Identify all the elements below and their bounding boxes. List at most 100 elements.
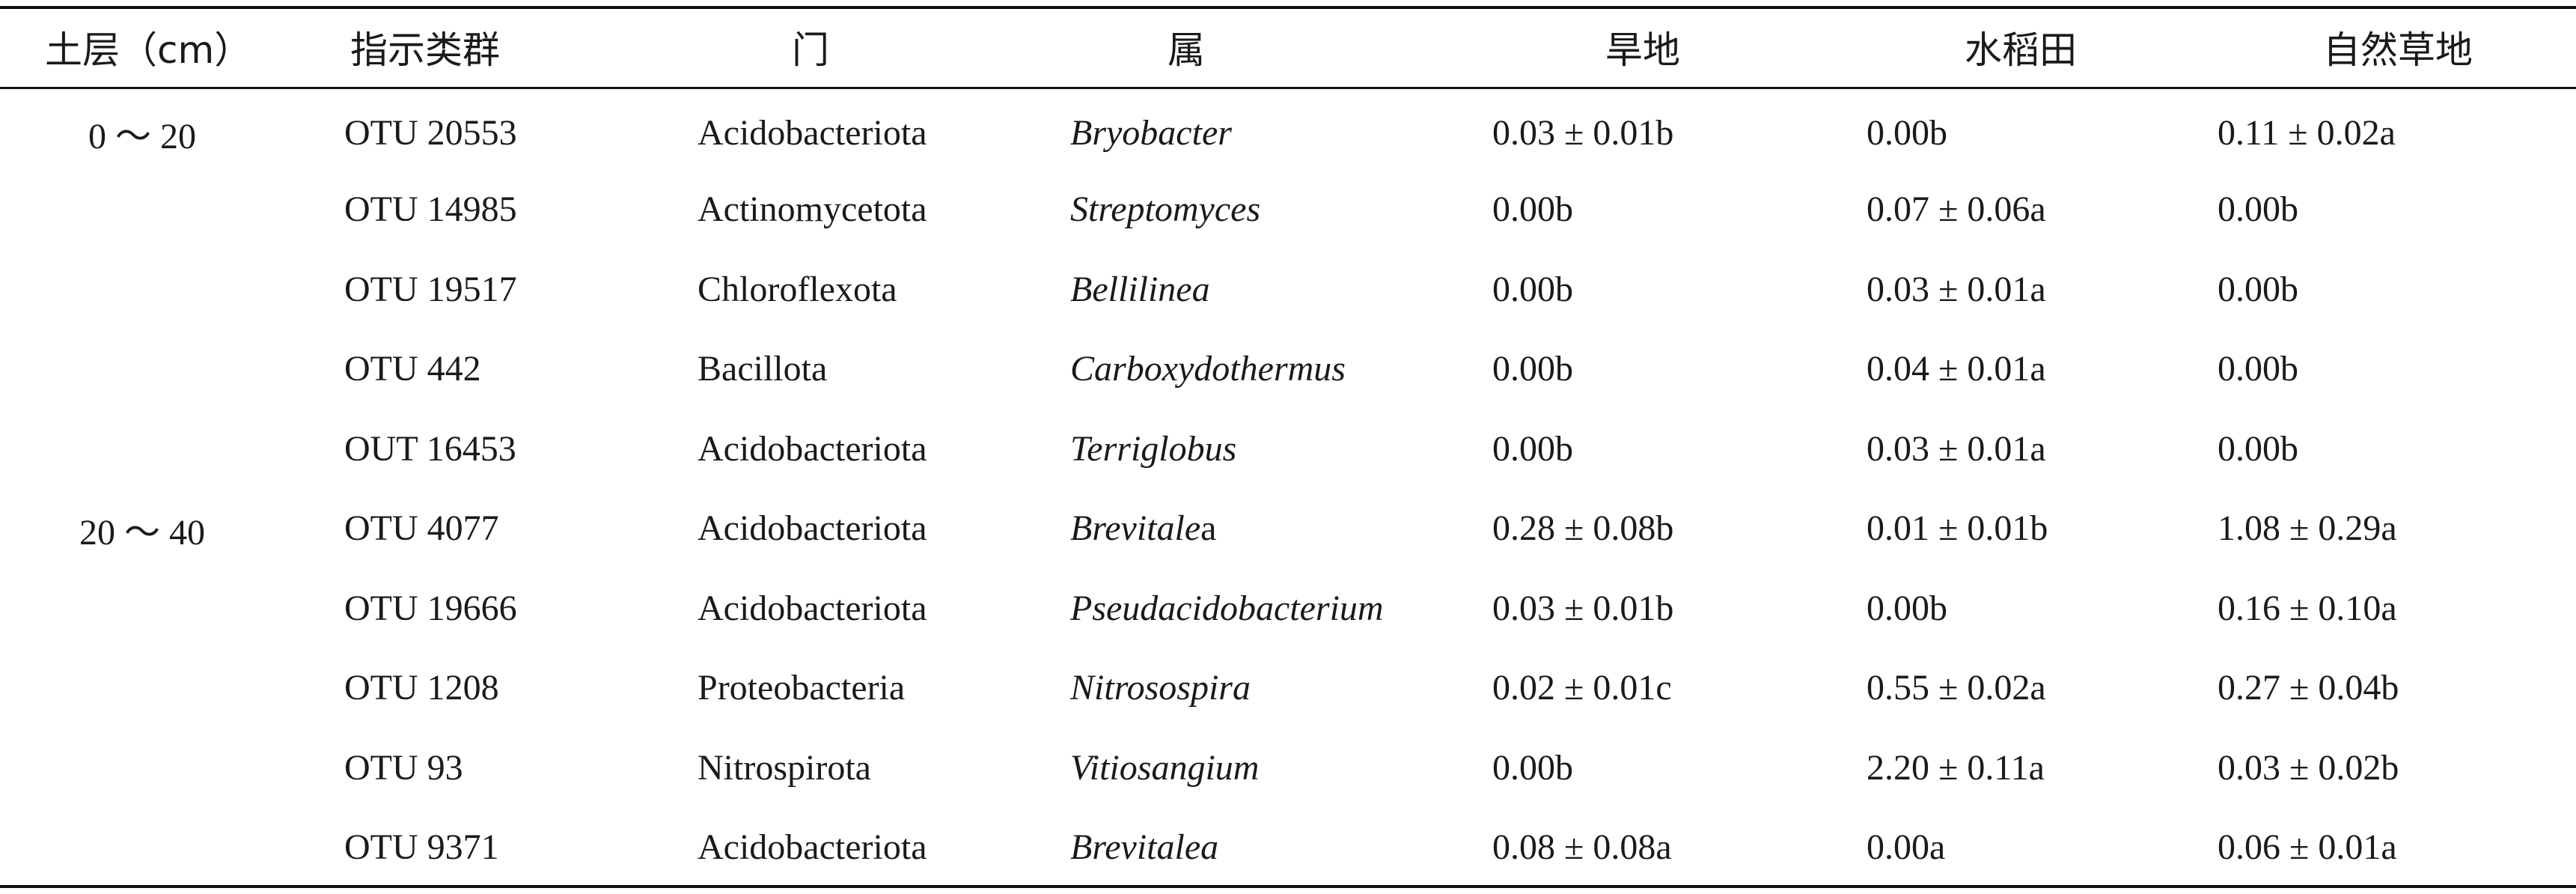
cell-grassland: 0.03 ± 0.02b xyxy=(2218,747,2399,788)
cell-grassland: 0.27 ± 0.04b xyxy=(2218,668,2399,708)
cell-phylum: Acidobacteriota xyxy=(698,588,927,628)
cell-soil-layer xyxy=(0,728,284,808)
cell-soil-layer: 0 ～ 20 xyxy=(88,117,196,157)
cell-genus: Bryobacter xyxy=(1018,90,1444,170)
header-paddy: 水稻田 xyxy=(1965,28,2077,72)
cell-grassland: 0.00b xyxy=(2218,428,2298,469)
header-phylum: 门 xyxy=(792,28,829,72)
cell-dryland: 0.00b xyxy=(1492,269,1573,309)
cell-phylum: Acidobacteriota xyxy=(698,428,927,469)
genus-name: Vitiosangium xyxy=(1070,747,1260,788)
genus-name: Bryobacter xyxy=(1070,112,1232,153)
genus-suffix: a xyxy=(1200,508,1217,549)
cell-phylum: Acidobacteriota xyxy=(698,112,927,153)
table-row: OTU 19666 Acidobacteriota Pseudacidobacter… xyxy=(0,568,2576,648)
genus-name: Brevitalea xyxy=(1070,827,1219,868)
table-top-rule xyxy=(0,6,2576,9)
cell-phylum: Chloroflexota xyxy=(698,269,897,309)
cell-otu: OUT 16453 xyxy=(344,428,516,469)
header-soil-layer: 土层（cm） xyxy=(45,28,252,72)
genus-name: Streptomyces xyxy=(1070,189,1261,230)
cell-grassland: 1.08 ± 0.29a xyxy=(2218,508,2397,549)
cell-soil-layer xyxy=(0,568,284,648)
table-row: OTU 14985 Actinomycetota Streptomyces 0.00b… xyxy=(0,170,2576,250)
cell-dryland: 0.28 ± 0.08b xyxy=(1492,508,1674,549)
cell-phylum: Acidobacteriota xyxy=(698,508,927,549)
cell-phylum: Proteobacteria xyxy=(698,668,906,708)
table-row: OTU 19517 Chloroflexota Bellilinea 0.00b 0.0… xyxy=(0,249,2576,329)
cell-genus: Nitrosospira xyxy=(1018,648,1444,729)
cell-paddy: 0.00a xyxy=(1867,827,1946,868)
table-row: OTU 9371 Acidobacteriota Brevitalea 0.08 ± … xyxy=(0,808,2576,888)
cell-phylum: Bacillota xyxy=(698,349,828,389)
cell-otu: OTU 1208 xyxy=(344,668,499,708)
cell-paddy: 0.07 ± 0.06a xyxy=(1867,189,2046,230)
cell-genus: Bellilinea xyxy=(1018,249,1444,329)
cell-otu: OTU 4077 xyxy=(344,508,499,549)
table-body: 0 ～ 20 OTU 20553 Acidobacteriota Bryobacter… xyxy=(0,90,2576,887)
header-indicator-group: 指示类群 xyxy=(350,28,500,72)
cell-soil-layer xyxy=(0,808,284,888)
table-row: OUT 16453 Acidobacteriota Terriglobus 0.00b… xyxy=(0,409,2576,489)
table-header-row: 土层（cm） 指示类群 门 属 旱地 水稻田 自然草地 xyxy=(0,4,2576,90)
cell-dryland: 0.08 ± 0.08a xyxy=(1492,827,1672,868)
cell-dryland: 0.00b xyxy=(1492,428,1573,469)
cell-genus: Streptomyces xyxy=(1018,170,1444,250)
cell-paddy: 0.04 ± 0.01a xyxy=(1867,349,2046,389)
genus-name: Pseudacidobacterium xyxy=(1070,588,1384,628)
table-row: OTU 93 Nitrospirota Vitiosangium 0.00b 2.20 … xyxy=(0,728,2576,808)
cell-otu: OTU 93 xyxy=(344,747,463,788)
genus-name: Terriglobus xyxy=(1070,428,1237,469)
genus-name: Brevitale xyxy=(1070,508,1201,549)
cell-phylum: Acidobacteriota xyxy=(698,827,927,868)
cell-genus: Brevitalea xyxy=(1018,808,1444,888)
cell-otu: OTU 9371 xyxy=(344,827,499,868)
cell-dryland: 0.03 ± 0.01b xyxy=(1492,588,1674,628)
cell-grassland: 0.00b xyxy=(2218,189,2298,230)
genus-name: Carboxydothermus xyxy=(1070,349,1346,389)
cell-genus: Pseudacidobacterium xyxy=(1018,568,1444,648)
indicator-taxa-table: 土层（cm） 指示类群 门 属 旱地 水稻田 自然草地 0 ～ 20 OTU 20… xyxy=(0,4,2576,887)
header-natural-grassland: 自然草地 xyxy=(2323,28,2473,72)
cell-paddy: 0.00b xyxy=(1867,588,1947,628)
genus-name: Nitrosospira xyxy=(1070,668,1251,708)
cell-paddy: 0.00b xyxy=(1867,112,1947,153)
cell-otu: OTU 14985 xyxy=(344,189,517,230)
table-row: 20 ～ 40 OTU 4077 Acidobacteriota Brevitalea… xyxy=(0,489,2576,569)
table-header-rule xyxy=(0,87,2576,89)
header-genus: 属 xyxy=(1168,28,1205,72)
cell-grassland: 0.00b xyxy=(2218,269,2298,309)
cell-phylum: Nitrospirota xyxy=(698,747,871,788)
cell-phylum: Actinomycetota xyxy=(698,189,927,230)
cell-paddy: 0.01 ± 0.01b xyxy=(1867,508,2048,549)
cell-genus: Brevitalea xyxy=(1018,489,1444,569)
cell-dryland: 0.02 ± 0.01c xyxy=(1492,668,1672,708)
cell-paddy: 0.03 ± 0.01a xyxy=(1867,428,2046,469)
genus-name: Bellilinea xyxy=(1070,269,1210,309)
header-dryland: 旱地 xyxy=(1605,28,1680,72)
cell-soil-layer xyxy=(0,329,284,410)
cell-genus: Carboxydothermus xyxy=(1018,329,1444,410)
cell-otu: OTU 19517 xyxy=(344,269,517,309)
cell-grassland: 0.00b xyxy=(2218,349,2298,389)
cell-otu: OTU 442 xyxy=(344,349,481,389)
cell-genus: Vitiosangium xyxy=(1018,728,1444,808)
cell-soil-layer: 20 ～ 40 xyxy=(79,512,205,553)
cell-dryland: 0.00b xyxy=(1492,349,1573,389)
cell-otu: OTU 19666 xyxy=(344,588,517,628)
cell-soil-layer xyxy=(0,648,284,729)
table-row: 0 ～ 20 OTU 20553 Acidobacteriota Bryobacter… xyxy=(0,90,2576,170)
cell-paddy: 0.55 ± 0.02a xyxy=(1867,668,2046,708)
table-bottom-rule xyxy=(0,885,2576,888)
cell-soil-layer xyxy=(0,170,284,250)
cell-grassland: 0.06 ± 0.01a xyxy=(2218,827,2397,868)
cell-genus: Terriglobus xyxy=(1018,409,1444,489)
cell-grassland: 0.11 ± 0.02a xyxy=(2218,112,2396,153)
data-table: 土层（cm） 指示类群 门 属 旱地 水稻田 自然草地 0 ～ 20 OTU 20… xyxy=(0,4,2576,887)
table-row: OTU 1208 Proteobacteria Nitrosospira 0.02 ±… xyxy=(0,648,2576,729)
cell-paddy: 2.20 ± 0.11a xyxy=(1867,747,2045,788)
table-row: OTU 442 Bacillota Carboxydothermus 0.00b 0.0… xyxy=(0,329,2576,410)
cell-paddy: 0.03 ± 0.01a xyxy=(1867,269,2046,309)
cell-soil-layer xyxy=(0,409,284,489)
cell-dryland: 0.03 ± 0.01b xyxy=(1492,112,1674,153)
